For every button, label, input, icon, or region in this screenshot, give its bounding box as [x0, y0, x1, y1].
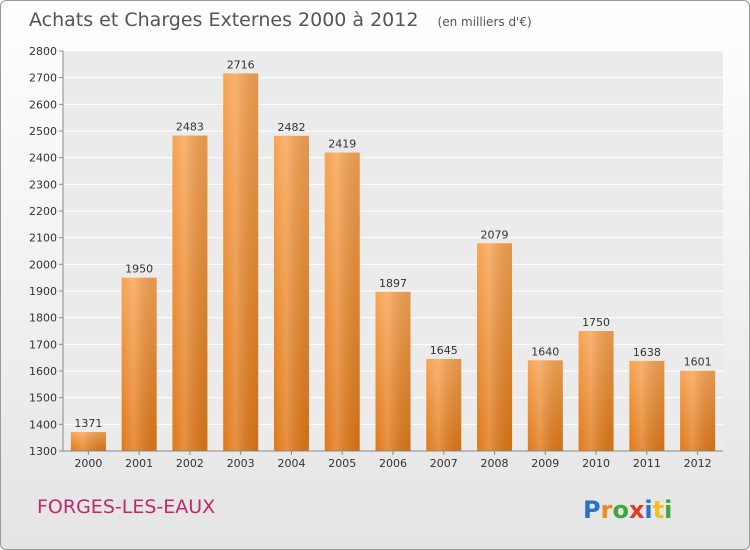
bar-shade [375, 291, 411, 451]
x-tick-label: 2001 [125, 457, 153, 470]
bar-value-label: 1897 [379, 277, 407, 290]
y-tick-label: 2800 [29, 45, 57, 58]
chart-title-text: Achats et Charges Externes 2000 à 2012 [29, 9, 418, 31]
bar-shade [324, 152, 360, 451]
bar-shade [172, 135, 208, 452]
logo-letter: x [629, 496, 645, 524]
x-tick-label: 2003 [227, 457, 255, 470]
proxiti-logo: Proxiti [583, 496, 672, 524]
logo-letter: P [583, 496, 601, 524]
bar-value-label: 1638 [633, 346, 661, 359]
x-axis: 2000 2001 2002 2003 2004 2005 2006 2007 2008 2009… [63, 450, 723, 470]
bar-shade [426, 359, 462, 451]
x-tick-label: 2006 [379, 457, 407, 470]
y-tick-label: 2000 [29, 258, 57, 271]
x-tick-label: 2012 [684, 457, 712, 470]
x-tick-label: 2009 [531, 457, 559, 470]
x-tick-label: 2000 [74, 457, 102, 470]
bar-value-label: 1601 [684, 356, 712, 369]
bar-value-label: 1645 [430, 344, 458, 357]
x-tick-label: 2005 [328, 457, 356, 470]
x-tick-label: 2011 [633, 457, 661, 470]
logo-letter: o [612, 496, 629, 524]
bar-value-label: 2482 [277, 121, 305, 134]
y-tick-label: 1800 [29, 312, 57, 325]
bar-value-label: 2419 [328, 138, 356, 151]
y-tick-label: 2500 [29, 125, 57, 138]
bar-shade [223, 73, 259, 452]
y-tick-label: 2200 [29, 205, 57, 218]
bar-value-label: 2079 [481, 228, 509, 241]
y-tick-label: 1400 [29, 418, 57, 431]
y-tick-label: 1600 [29, 365, 57, 378]
y-tick-label: 2600 [29, 98, 57, 111]
y-tick-label: 1900 [29, 285, 57, 298]
x-tick-label: 2002 [176, 457, 204, 470]
y-axis: 1300 1400 1500 1600 1700 1800 1900 2000 2100 2200… [29, 45, 64, 458]
y-tick-label: 2700 [29, 72, 57, 85]
logo-letter: t [653, 496, 664, 524]
place-name: FORGES-LES-EAUX [37, 496, 215, 518]
bar-value-label: 1640 [531, 345, 559, 358]
bar-shade [273, 135, 309, 452]
bar-value-label: 1371 [74, 417, 102, 430]
bar-value-label: 2483 [176, 121, 204, 134]
bar-shade [629, 360, 665, 451]
x-tick-label: 2004 [277, 457, 305, 470]
logo-letter: i [644, 496, 652, 524]
bar-shade [680, 370, 716, 451]
x-tick-label: 2010 [582, 457, 610, 470]
bar-shade [70, 432, 106, 451]
y-tick-label: 1300 [29, 445, 57, 458]
bars: 1371 1950 2483 2716 2482 2419 1897 1645 2079 1640… [70, 58, 716, 452]
bar-shade [578, 331, 614, 451]
chart-title: Achats et Charges Externes 2000 à 2012 (… [29, 9, 532, 31]
y-tick-label: 1500 [29, 392, 57, 405]
logo-letter: i [664, 496, 672, 524]
y-tick-label: 2300 [29, 178, 57, 191]
y-tick-label: 2100 [29, 232, 57, 245]
logo-letter: r [601, 496, 613, 524]
bar-shade [121, 277, 157, 451]
x-tick-label: 2008 [481, 457, 509, 470]
bar-value-label: 1750 [582, 316, 610, 329]
bar-shade [527, 360, 563, 451]
bar-value-label: 1950 [125, 263, 153, 276]
bar-shade [477, 243, 513, 451]
x-tick-label: 2007 [430, 457, 458, 470]
chart-subtitle: (en milliers d'€) [438, 15, 532, 29]
y-tick-label: 2400 [29, 152, 57, 165]
y-tick-label: 1700 [29, 338, 57, 351]
bar-value-label: 2716 [227, 58, 255, 71]
